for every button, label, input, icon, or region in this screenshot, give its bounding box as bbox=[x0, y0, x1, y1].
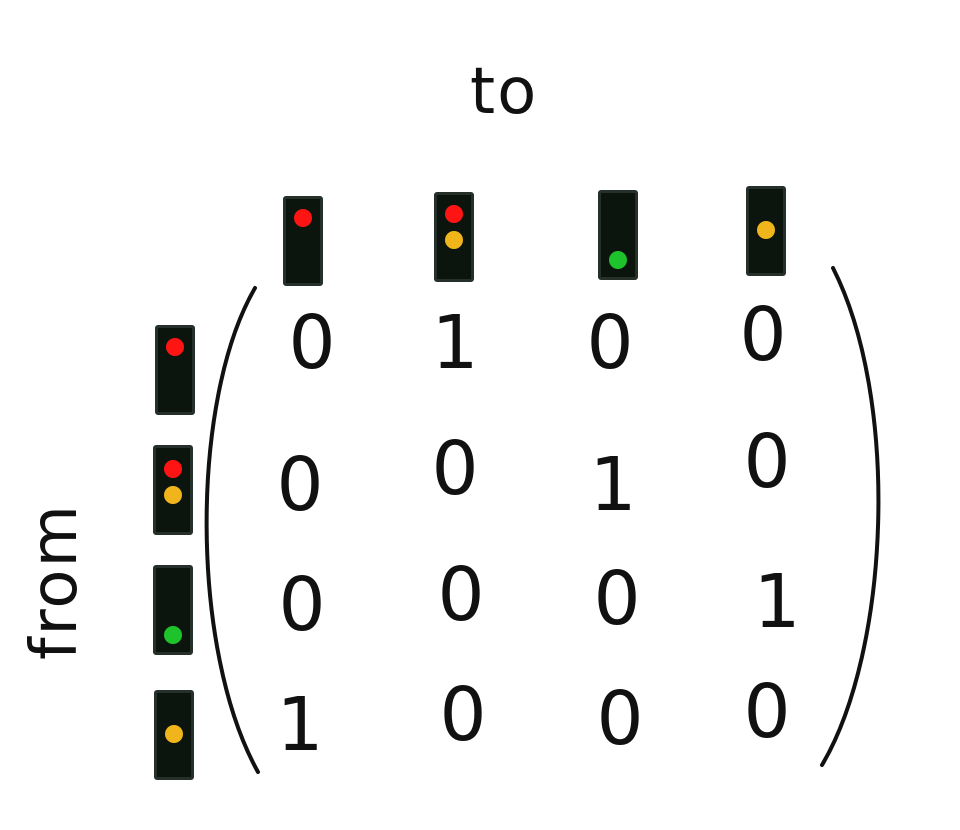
to-red-amber-light bbox=[434, 192, 474, 282]
green-lamp bbox=[609, 251, 627, 269]
matrix-cell: 0 bbox=[439, 672, 487, 758]
red-lamp bbox=[445, 205, 463, 223]
matrix-cell: 1 bbox=[431, 300, 479, 386]
red-lamp bbox=[164, 460, 182, 478]
left-bracket bbox=[204, 286, 260, 774]
matrix-cell: 0 bbox=[278, 562, 326, 648]
green-lamp bbox=[164, 626, 182, 644]
amber-lamp bbox=[165, 725, 183, 743]
matrix-cell: 0 bbox=[431, 426, 479, 512]
matrix-cell: 1 bbox=[589, 442, 637, 528]
to-red-light bbox=[283, 196, 323, 286]
amber-lamp bbox=[757, 221, 775, 239]
matrix-cell: 0 bbox=[437, 552, 485, 638]
matrix-cell: 0 bbox=[739, 292, 787, 378]
to-axis-label: to bbox=[470, 55, 539, 129]
matrix-cell: 0 bbox=[288, 300, 336, 386]
amber-lamp bbox=[164, 486, 182, 504]
from-red-amber-light bbox=[153, 445, 193, 535]
red-lamp bbox=[294, 209, 312, 227]
matrix-cell: 0 bbox=[276, 442, 324, 528]
from-red-light bbox=[155, 325, 195, 415]
from-amber-light bbox=[154, 690, 194, 780]
from-green-light bbox=[153, 565, 193, 655]
matrix-cell: 1 bbox=[753, 559, 801, 645]
right-bracket bbox=[820, 266, 881, 767]
matrix-cell: 0 bbox=[596, 676, 644, 762]
matrix-cell: 0 bbox=[743, 419, 791, 505]
matrix-cell: 1 bbox=[276, 682, 324, 768]
to-amber-light bbox=[746, 186, 786, 276]
red-lamp bbox=[166, 338, 184, 356]
matrix-cell: 0 bbox=[743, 669, 791, 755]
to-green-light bbox=[598, 190, 638, 280]
matrix-cell: 0 bbox=[593, 556, 641, 642]
matrix-cell: 0 bbox=[586, 300, 634, 386]
amber-lamp bbox=[445, 231, 463, 249]
